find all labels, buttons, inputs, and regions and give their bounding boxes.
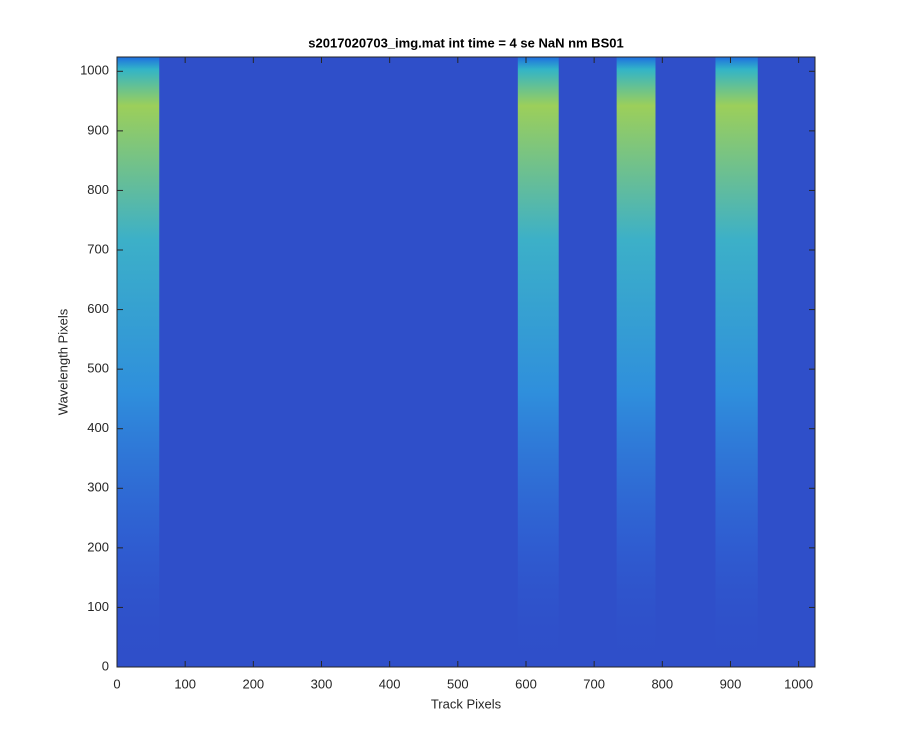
x-tick-label: 400 bbox=[379, 676, 401, 691]
x-axis-label: Track Pixels bbox=[431, 696, 502, 711]
x-tick-label: 800 bbox=[651, 676, 673, 691]
y-tick-label: 500 bbox=[87, 361, 109, 376]
x-tick-label: 0 bbox=[113, 676, 120, 691]
y-tick-label: 300 bbox=[87, 480, 109, 495]
y-tick-label: 400 bbox=[87, 420, 109, 435]
x-tick-label: 900 bbox=[720, 676, 742, 691]
x-tick-label: 100 bbox=[174, 676, 196, 691]
bright-band bbox=[616, 57, 656, 667]
bright-band bbox=[715, 57, 758, 667]
axes-frame bbox=[116, 56, 816, 668]
y-tick-label: 900 bbox=[87, 122, 109, 137]
x-tick-label: 500 bbox=[447, 676, 469, 691]
y-tick-label: 600 bbox=[87, 301, 109, 316]
x-tick-label: 1000 bbox=[784, 676, 813, 691]
x-tick-label: 200 bbox=[242, 676, 264, 691]
x-tick-label: 600 bbox=[515, 676, 537, 691]
y-axis-label: Wavelength Pixels bbox=[55, 308, 70, 415]
y-tick-label: 1000 bbox=[80, 63, 109, 78]
bright-band bbox=[517, 57, 559, 667]
y-tick-label: 800 bbox=[87, 182, 109, 197]
y-tick-label: 200 bbox=[87, 539, 109, 554]
y-tick-label: 0 bbox=[102, 658, 109, 673]
image-background bbox=[117, 57, 815, 667]
y-tick-label: 700 bbox=[87, 241, 109, 256]
x-tick-label: 300 bbox=[311, 676, 333, 691]
y-tick-label: 100 bbox=[87, 599, 109, 614]
chart-title: s2017020703_img.mat int time = 4 se NaN … bbox=[308, 35, 623, 50]
x-tick-label: 700 bbox=[583, 676, 605, 691]
bright-band bbox=[117, 57, 160, 667]
